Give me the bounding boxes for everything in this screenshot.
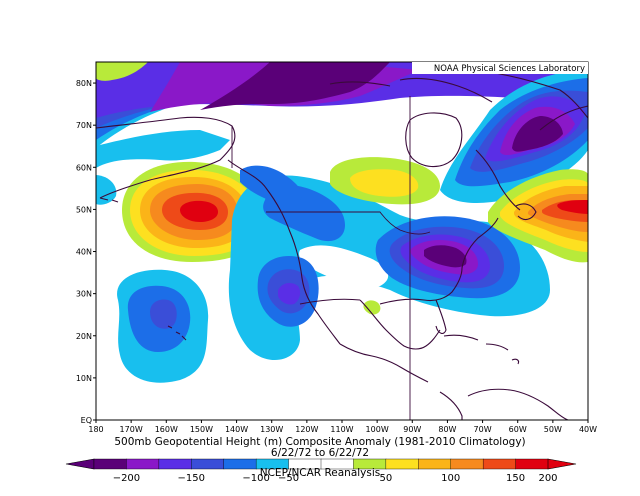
lon-tick-label: 180 bbox=[88, 425, 103, 434]
lon-tick-label: 40W bbox=[579, 425, 597, 434]
lat-tick-label: 70N bbox=[76, 121, 92, 130]
lon-tick-label: 90W bbox=[403, 425, 421, 434]
lon-tick-label: 120W bbox=[295, 425, 318, 434]
lat-tick-label: 60N bbox=[76, 163, 92, 172]
lon-tick-label: 140W bbox=[225, 425, 248, 434]
colorbar-arrow-high bbox=[547, 458, 577, 470]
lat-tick-label: 30N bbox=[76, 290, 92, 299]
lat-tick-label: EQ bbox=[81, 416, 92, 425]
colorbar-label: −150 bbox=[178, 473, 205, 484]
colorbar-label: 50 bbox=[379, 473, 392, 484]
data-source: NCEP/NCAR Reanalysis bbox=[259, 467, 381, 479]
lat-tick-label: 80N bbox=[76, 79, 92, 88]
colorbar-label: −50 bbox=[278, 473, 299, 484]
credit-text: NOAA Physical Sciences Laboratory bbox=[434, 64, 585, 74]
colorbar-label: −100 bbox=[242, 473, 269, 484]
credit-box bbox=[412, 62, 588, 74]
lon-tick-label: 110W bbox=[330, 425, 353, 434]
borders bbox=[231, 96, 431, 420]
anomaly-contours bbox=[96, 62, 588, 383]
colorbar-label: 150 bbox=[506, 473, 525, 484]
colorbar-label: 100 bbox=[441, 473, 460, 484]
lon-tick-label: 160W bbox=[155, 425, 178, 434]
lon-tick-label: 100W bbox=[366, 425, 389, 434]
lat-tick-label: 10N bbox=[76, 374, 92, 383]
figure-title: 500mb Geopotential Height (m) Composite … bbox=[114, 436, 526, 448]
coastlines bbox=[96, 69, 588, 420]
lon-tick-label: 170W bbox=[120, 425, 143, 434]
axis-ticks: EQ 10N 20N 30N 40N 50N 60N 70N 80N 180 170W 160W 150… bbox=[76, 79, 597, 434]
lon-tick-label: 80W bbox=[438, 425, 456, 434]
colorbar: −200 −150 −100 −50 50 100 150 200 bbox=[65, 458, 577, 484]
date-range: 6/22/72 to 6/22/72 bbox=[270, 447, 370, 459]
lon-tick-label: 130W bbox=[260, 425, 283, 434]
colorbar-label: −200 bbox=[113, 473, 140, 484]
lat-tick-label: 50N bbox=[76, 205, 92, 214]
lat-tick-label: 40N bbox=[76, 248, 92, 257]
lat-tick-label: 20N bbox=[76, 332, 92, 341]
lon-tick-label: 60W bbox=[509, 425, 527, 434]
colorbar-label: 200 bbox=[538, 473, 557, 484]
lon-tick-label: 150W bbox=[190, 425, 213, 434]
lon-tick-label: 50W bbox=[544, 425, 562, 434]
lon-tick-label: 70W bbox=[474, 425, 492, 434]
